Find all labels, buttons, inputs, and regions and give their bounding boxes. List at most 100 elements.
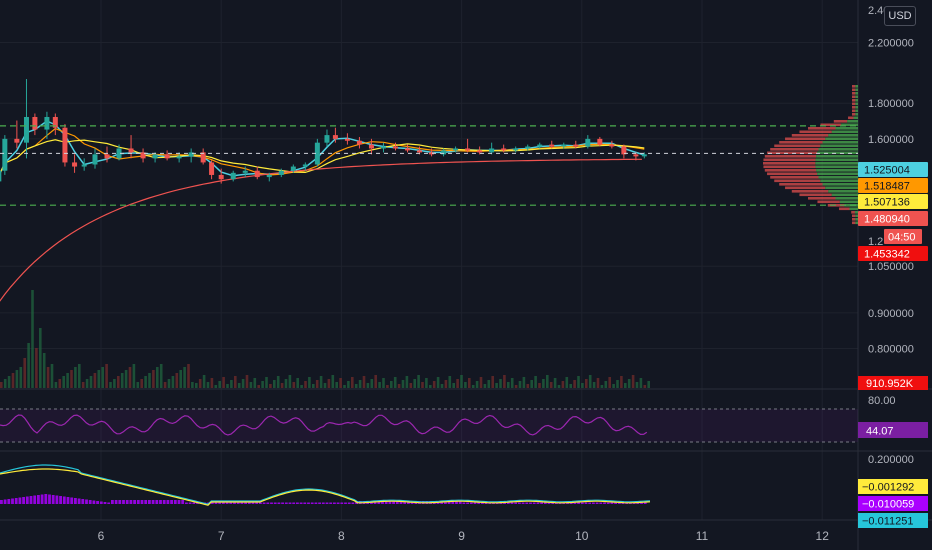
macd-histogram-bar [643,502,647,504]
volume-bar [58,379,62,388]
candle-body [441,150,447,155]
volume-profile-down [817,200,840,204]
volume-profile-down [767,151,818,155]
macd-histogram-bar [532,502,536,504]
volume-profile-down [791,190,829,193]
volume-bar [440,384,444,388]
candle-body [641,154,647,157]
candle-body [561,144,567,147]
volume-bar [241,379,245,388]
volume-bar [171,376,175,388]
volume-bar [612,384,615,388]
macd-histogram-bar [151,500,155,504]
volume-bar [128,367,132,388]
macd-histogram-bar [85,499,88,504]
volume-bar [11,373,15,388]
candle-body [392,146,398,149]
price-tag [858,162,928,177]
volume-bar [319,376,323,388]
volume-profile-down [779,141,823,144]
macd-histogram-bar [640,502,643,504]
y-tick-label: 2.200000 [868,38,914,50]
macd-histogram-bar [481,502,484,504]
volume-profile-down [770,148,819,151]
volume-bar [362,376,366,388]
macd-histogram-bar [103,502,107,504]
price-tag-label: 1.507136 [864,197,910,209]
volume-bar [557,385,561,388]
macd-histogram-bar [162,500,166,504]
macd-histogram-bar [447,501,451,504]
macd-histogram-bar [136,500,140,504]
volume-bar [179,370,182,388]
volume-profile-down [839,207,850,211]
volume-bar [85,379,89,388]
macd-histogram-bar [210,502,214,504]
macd-histogram-bar [514,502,518,504]
macd-histogram-bar [273,502,277,504]
macd-histogram-bar [22,497,25,504]
volume-bar [284,379,288,388]
macd-histogram-bar [51,495,55,504]
volume-profile-up [855,88,858,92]
price-tag [858,178,928,193]
volume-profile-down [799,193,832,197]
candle-body [278,170,284,175]
macd-histogram-bar [606,502,610,504]
currency-button[interactable]: USD [884,6,916,26]
volume-bar [401,380,405,388]
volume-bar [585,379,588,388]
volume-bar [300,385,303,388]
volume-profile-down [779,183,823,186]
volume-bar [374,375,377,388]
macd-histogram-bar [403,501,407,504]
volume-bar [226,384,229,388]
candle-body [380,146,386,149]
volume-profile-down [808,197,836,200]
volume-profile-down [852,106,856,109]
macd-histogram-bar [455,501,458,504]
volume-bar [218,381,221,388]
volume-bar [370,379,374,388]
volume-profile-up [835,197,858,200]
macd-histogram-bar [543,502,547,504]
volume-profile-up [855,102,858,106]
volume-profile-up [815,162,858,165]
macd-histogram-bar [222,502,225,504]
volume-bar [382,378,385,388]
price-tag-label: 04:50 [888,232,916,244]
candle-body [356,140,362,145]
y-tick-label: 0.800000 [868,343,914,355]
candle-body [537,144,543,147]
macd-histogram-bar [444,501,447,504]
macd-histogram-bar [33,495,37,504]
volume-bar [378,382,381,388]
candle-body [266,174,272,178]
macd-histogram-bar [506,502,510,504]
volume-profile-up [853,116,858,120]
candle-body [405,148,411,151]
candle-body [230,172,236,180]
macd-histogram-bar [392,501,395,504]
volume-bar [304,381,307,388]
macd-histogram-bar [610,502,614,504]
volume-profile-down [852,99,856,102]
volume-bar [191,382,194,388]
macd-histogram-bar [573,502,577,504]
candle-body [513,148,519,151]
macd-histogram-bar [536,502,540,504]
macd-signal-line [0,464,651,505]
volume-profile-up [855,85,858,88]
macd-histogram-bar [333,502,336,504]
volume-bar [70,370,73,388]
rsi-band-fill [0,409,858,442]
volume-bar [261,381,264,388]
macd-histogram-bar [284,502,288,504]
macd-histogram-bar [469,502,473,504]
volume-bar [627,379,631,388]
volume-bar [249,382,253,388]
volume-bar [624,383,627,388]
volume-profile-up [855,221,858,225]
volume-bar [413,379,416,388]
